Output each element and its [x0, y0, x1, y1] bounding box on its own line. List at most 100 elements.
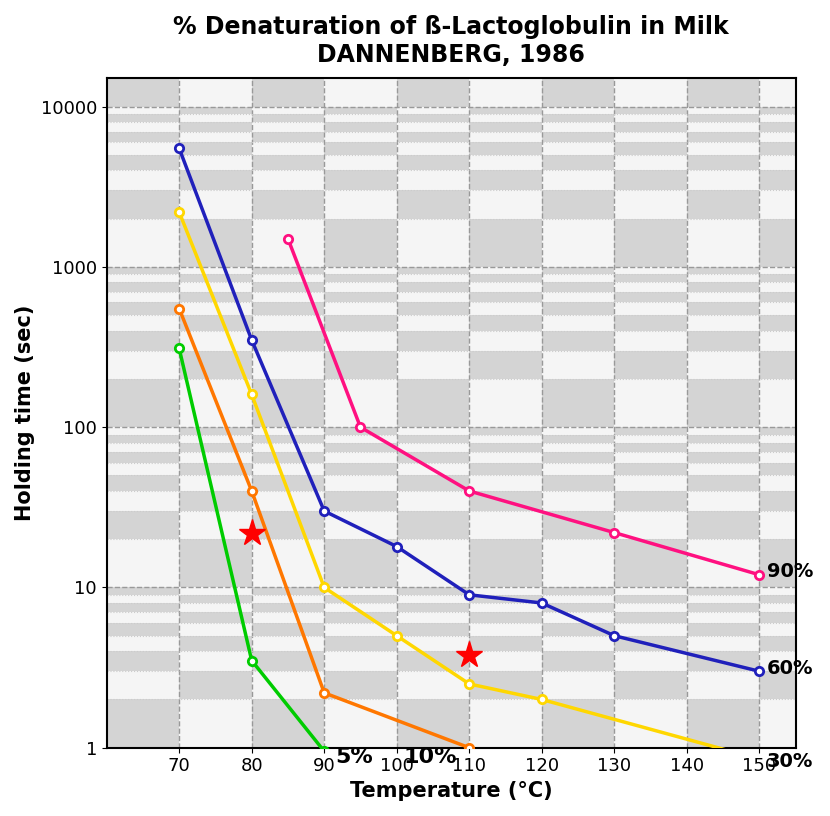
- Bar: [325, 351, 397, 379]
- Bar: [325, 267, 397, 274]
- Bar: [542, 672, 614, 699]
- Bar: [686, 623, 759, 636]
- Title: % Denaturation of ß-Lactoglobulin in Milk
DANNENBERG, 1986: % Denaturation of ß-Lactoglobulin in Mil…: [173, 15, 729, 67]
- Bar: [325, 476, 397, 491]
- Bar: [759, 651, 830, 672]
- Bar: [325, 122, 397, 131]
- Bar: [759, 267, 830, 274]
- Bar: [759, 330, 830, 351]
- Bar: [542, 155, 614, 171]
- Bar: [542, 131, 614, 142]
- Bar: [251, 282, 325, 292]
- Bar: [759, 463, 830, 476]
- Bar: [759, 303, 830, 315]
- Bar: [759, 595, 830, 603]
- Bar: [397, 303, 469, 315]
- Bar: [397, 114, 469, 122]
- Bar: [759, 142, 830, 155]
- Bar: [106, 59, 179, 107]
- Bar: [686, 274, 759, 282]
- Bar: [759, 171, 830, 190]
- Bar: [397, 699, 469, 747]
- Bar: [251, 588, 325, 595]
- Bar: [759, 491, 830, 511]
- Bar: [251, 122, 325, 131]
- Bar: [759, 588, 830, 595]
- Bar: [251, 330, 325, 351]
- Bar: [179, 588, 251, 595]
- Bar: [179, 190, 251, 219]
- Bar: [614, 122, 686, 131]
- Bar: [179, 491, 251, 511]
- Bar: [686, 491, 759, 511]
- Bar: [179, 463, 251, 476]
- Bar: [469, 699, 542, 747]
- Bar: [251, 511, 325, 539]
- Bar: [686, 351, 759, 379]
- Bar: [686, 315, 759, 330]
- Bar: [542, 588, 614, 595]
- Bar: [179, 603, 251, 612]
- Bar: [614, 282, 686, 292]
- Bar: [686, 190, 759, 219]
- Bar: [325, 274, 397, 282]
- Bar: [397, 59, 469, 107]
- Bar: [251, 491, 325, 511]
- Bar: [106, 511, 179, 539]
- Bar: [106, 539, 179, 588]
- Bar: [469, 539, 542, 588]
- Bar: [469, 595, 542, 603]
- X-axis label: Temperature (°C): Temperature (°C): [349, 781, 553, 801]
- Bar: [469, 463, 542, 476]
- Bar: [106, 651, 179, 672]
- Bar: [686, 588, 759, 595]
- Bar: [759, 219, 830, 267]
- Bar: [179, 595, 251, 603]
- Bar: [686, 443, 759, 452]
- Bar: [469, 435, 542, 443]
- Bar: [106, 282, 179, 292]
- Bar: [251, 539, 325, 588]
- Bar: [251, 107, 325, 114]
- Bar: [469, 452, 542, 463]
- Bar: [542, 651, 614, 672]
- Bar: [542, 603, 614, 612]
- Bar: [542, 595, 614, 603]
- Bar: [614, 351, 686, 379]
- Bar: [614, 292, 686, 303]
- Bar: [542, 428, 614, 435]
- Bar: [397, 623, 469, 636]
- Bar: [325, 282, 397, 292]
- Bar: [397, 282, 469, 292]
- Bar: [686, 452, 759, 463]
- Bar: [325, 595, 397, 603]
- Bar: [179, 219, 251, 267]
- Bar: [325, 651, 397, 672]
- Bar: [106, 190, 179, 219]
- Bar: [325, 636, 397, 651]
- Bar: [614, 623, 686, 636]
- Bar: [251, 595, 325, 603]
- Bar: [614, 588, 686, 595]
- Bar: [469, 131, 542, 142]
- Bar: [179, 443, 251, 452]
- Bar: [397, 636, 469, 651]
- Bar: [179, 122, 251, 131]
- Bar: [614, 511, 686, 539]
- Bar: [686, 171, 759, 190]
- Bar: [397, 595, 469, 603]
- Bar: [397, 122, 469, 131]
- Bar: [759, 131, 830, 142]
- Bar: [251, 114, 325, 122]
- Bar: [469, 443, 542, 452]
- Bar: [106, 491, 179, 511]
- Bar: [179, 142, 251, 155]
- Bar: [179, 303, 251, 315]
- Bar: [614, 315, 686, 330]
- Bar: [179, 267, 251, 274]
- Bar: [251, 476, 325, 491]
- Bar: [759, 623, 830, 636]
- Bar: [106, 428, 179, 435]
- Bar: [686, 292, 759, 303]
- Bar: [179, 636, 251, 651]
